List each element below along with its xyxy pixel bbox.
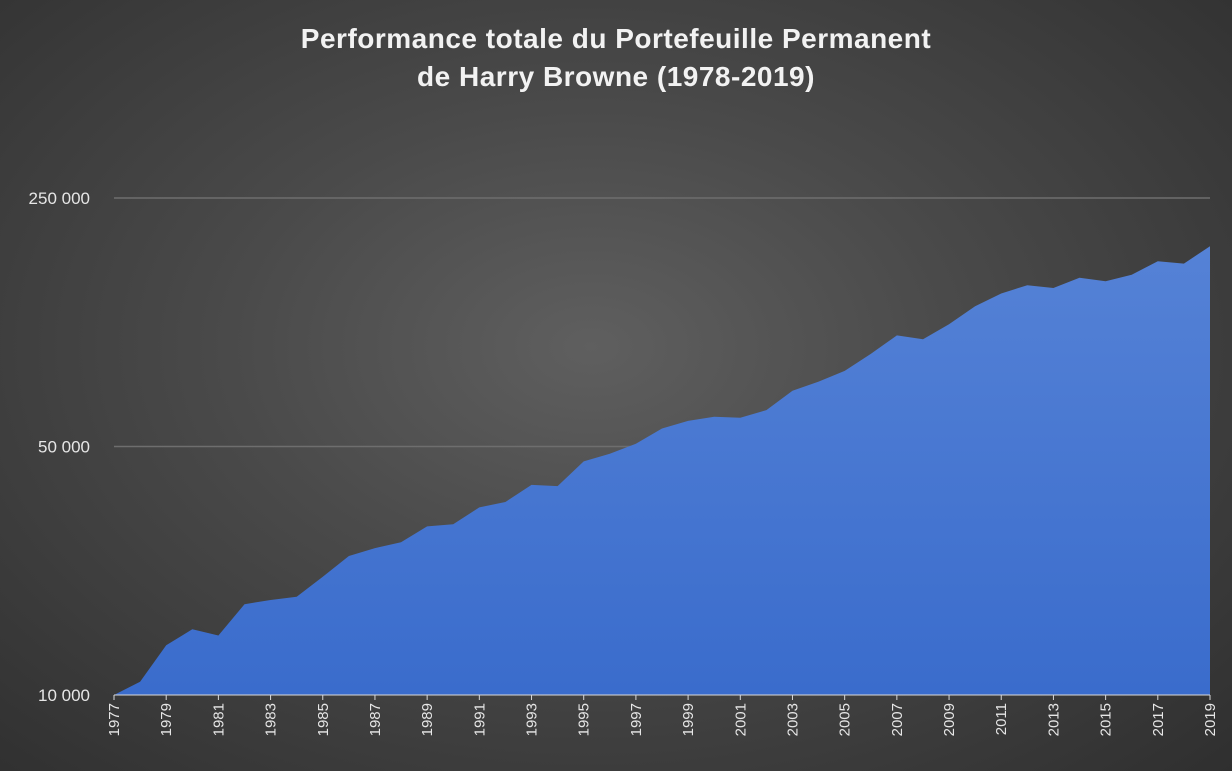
y-tick-label: 50 000 bbox=[38, 438, 90, 457]
y-axis: 10 000 50 000 250 000 bbox=[29, 189, 90, 705]
x-tick-label: 1999 bbox=[680, 703, 697, 736]
x-tick-label: 2011 bbox=[993, 703, 1010, 735]
x-tick-label: 1977 bbox=[106, 703, 123, 736]
x-tick-label: 1979 bbox=[158, 703, 175, 736]
y-tick-label: 250 000 bbox=[29, 189, 90, 208]
x-tick-label: 2001 bbox=[732, 703, 749, 736]
x-tick-label: 1991 bbox=[471, 703, 488, 736]
x-tick-label: 2003 bbox=[784, 703, 801, 736]
area-series-portfolio bbox=[114, 246, 1210, 695]
x-tick-label: 1995 bbox=[576, 703, 593, 736]
x-tick-label: 1985 bbox=[315, 703, 332, 736]
x-tick-label: 2007 bbox=[889, 703, 906, 736]
x-tick-label: 1993 bbox=[524, 703, 541, 736]
x-tick-label: 2015 bbox=[1098, 703, 1115, 736]
x-tick-label: 1987 bbox=[367, 703, 384, 736]
x-tick-label: 1981 bbox=[210, 703, 227, 736]
x-tick-label: 2017 bbox=[1150, 703, 1167, 736]
x-tick-label: 1997 bbox=[628, 703, 645, 736]
x-tick-label: 2019 bbox=[1202, 703, 1219, 736]
chart-title-line-1: Performance totale du Portefeuille Perma… bbox=[300, 23, 932, 54]
x-tick-label: 2009 bbox=[941, 703, 958, 736]
series-area bbox=[114, 246, 1210, 696]
x-tick-label: 2005 bbox=[837, 703, 854, 736]
x-tick-label: 1989 bbox=[419, 703, 436, 736]
x-axis: 1977 1979 1981 1983 1985 1987 1989 1991 1993 1995… bbox=[106, 695, 1219, 736]
x-tick-label: 2013 bbox=[1045, 703, 1062, 736]
y-tick-label: 10 000 bbox=[38, 686, 90, 705]
chart-title-line-2: de Harry Browne (1978-2019) bbox=[417, 61, 815, 92]
x-tick-label: 1983 bbox=[263, 703, 280, 736]
chart-title: Performance totale du Portefeuille Perma… bbox=[0, 20, 1232, 96]
